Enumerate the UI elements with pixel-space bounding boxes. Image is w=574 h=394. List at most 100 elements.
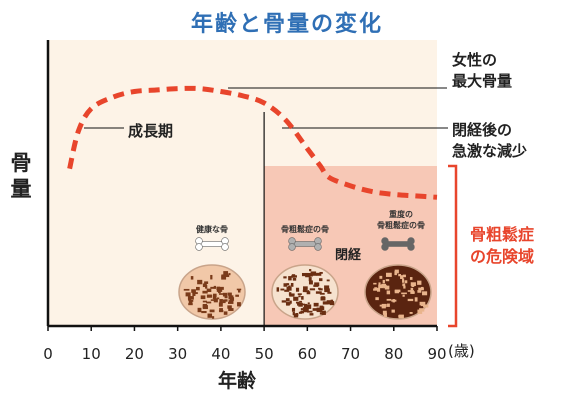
section-speck <box>319 271 323 274</box>
section-speck <box>300 308 305 311</box>
section-speck <box>394 271 397 276</box>
section-speck <box>216 286 221 290</box>
section-speck <box>293 313 297 318</box>
section-speck <box>191 289 196 293</box>
section-speck <box>419 308 425 312</box>
bone-knob <box>221 243 229 251</box>
bone-knob <box>407 243 415 251</box>
section-speck <box>407 290 414 292</box>
section-speck <box>385 279 390 282</box>
section-speck <box>292 311 295 316</box>
bone-mass-curve <box>67 85 438 200</box>
x-tick-label: 80 <box>384 345 403 363</box>
osteoporosis-bone-cross-section <box>271 264 339 320</box>
section-speck <box>410 282 416 286</box>
bone-shaft <box>385 241 411 247</box>
section-speck <box>210 274 213 280</box>
section-speck <box>298 302 303 307</box>
y-axis-label: 骨 量 <box>8 150 34 202</box>
section-speck <box>309 313 314 316</box>
section-speck <box>206 294 212 298</box>
section-speck <box>218 310 224 312</box>
section-speck <box>202 283 207 288</box>
section-speck <box>300 303 305 306</box>
section-speck <box>306 291 311 295</box>
section-speck <box>219 299 223 304</box>
section-speck <box>236 288 242 291</box>
section-speck <box>326 279 330 282</box>
section-speck <box>229 297 235 301</box>
x-tick-label: 30 <box>168 345 187 363</box>
section-speck <box>308 280 313 285</box>
risk-zone-annotation-line-1: 骨粗鬆症 <box>470 225 535 244</box>
section-speck <box>285 302 291 305</box>
section-speck <box>295 301 300 304</box>
bone-shaft <box>199 241 225 247</box>
section-speck <box>299 300 302 303</box>
growth-annotation: 成長期 <box>128 122 174 140</box>
section-speck <box>196 286 200 291</box>
section-speck <box>398 274 402 277</box>
section-speck <box>227 292 232 296</box>
section-speck <box>420 286 424 291</box>
section-speck <box>289 300 292 304</box>
section-speck <box>213 298 218 303</box>
bone-knob <box>288 243 296 251</box>
section-speck <box>283 276 287 279</box>
section-speck <box>293 296 299 301</box>
section-speck <box>324 288 330 293</box>
section-speck <box>288 285 291 290</box>
section-speck <box>400 275 404 279</box>
section-speck <box>216 297 220 300</box>
section-speck <box>374 287 378 291</box>
section-speck <box>378 284 384 289</box>
section-speck <box>417 309 423 314</box>
chart-title: 年齢と骨量の変化 <box>190 12 383 37</box>
section-speck <box>202 300 207 303</box>
section-speck <box>183 288 190 291</box>
section-speck <box>237 289 241 293</box>
section-speck <box>423 304 429 308</box>
bone-label-severe-line-1: 重度の <box>389 210 413 219</box>
section-speck <box>301 296 304 300</box>
section-speck <box>204 281 209 284</box>
section-speck <box>386 298 392 301</box>
section-speck <box>298 295 301 298</box>
section-speck <box>235 294 239 297</box>
section-speck <box>305 304 312 309</box>
x-tick-label: 20 <box>125 345 144 363</box>
section-speck <box>315 291 322 294</box>
section-speck <box>409 277 413 280</box>
section-speck <box>202 305 208 310</box>
section-speck <box>304 290 310 293</box>
section-speck <box>286 283 290 286</box>
section-speck <box>300 310 304 314</box>
section-speck <box>417 280 422 285</box>
section-speck <box>283 283 288 287</box>
section-speck <box>223 271 229 275</box>
section-speck <box>387 303 390 307</box>
x-tick-label: 60 <box>298 345 317 363</box>
section-speck <box>222 299 226 304</box>
severe-bone-icon <box>381 237 415 251</box>
section-speck <box>411 291 415 294</box>
bone-knob <box>314 243 322 251</box>
section-speck <box>308 273 313 277</box>
section-speck <box>185 292 191 297</box>
section-speck <box>276 287 280 292</box>
section-speck <box>377 287 381 292</box>
section-speck <box>288 276 292 281</box>
section-speck <box>209 309 215 313</box>
risk-zone-annotation-line-2: の危険域 <box>470 247 535 266</box>
section-speck <box>312 308 318 311</box>
section-speck <box>322 301 329 305</box>
severe-bone-cross-section <box>364 264 432 320</box>
section-speck <box>327 291 332 294</box>
section-speck <box>401 292 407 295</box>
peak-annotation-line-1: 女性の <box>452 51 498 69</box>
risk-zone-bracket <box>448 164 458 328</box>
y-axis-label-char-1: 骨 <box>10 151 32 175</box>
section-speck <box>202 290 208 294</box>
section-speck <box>404 280 408 284</box>
